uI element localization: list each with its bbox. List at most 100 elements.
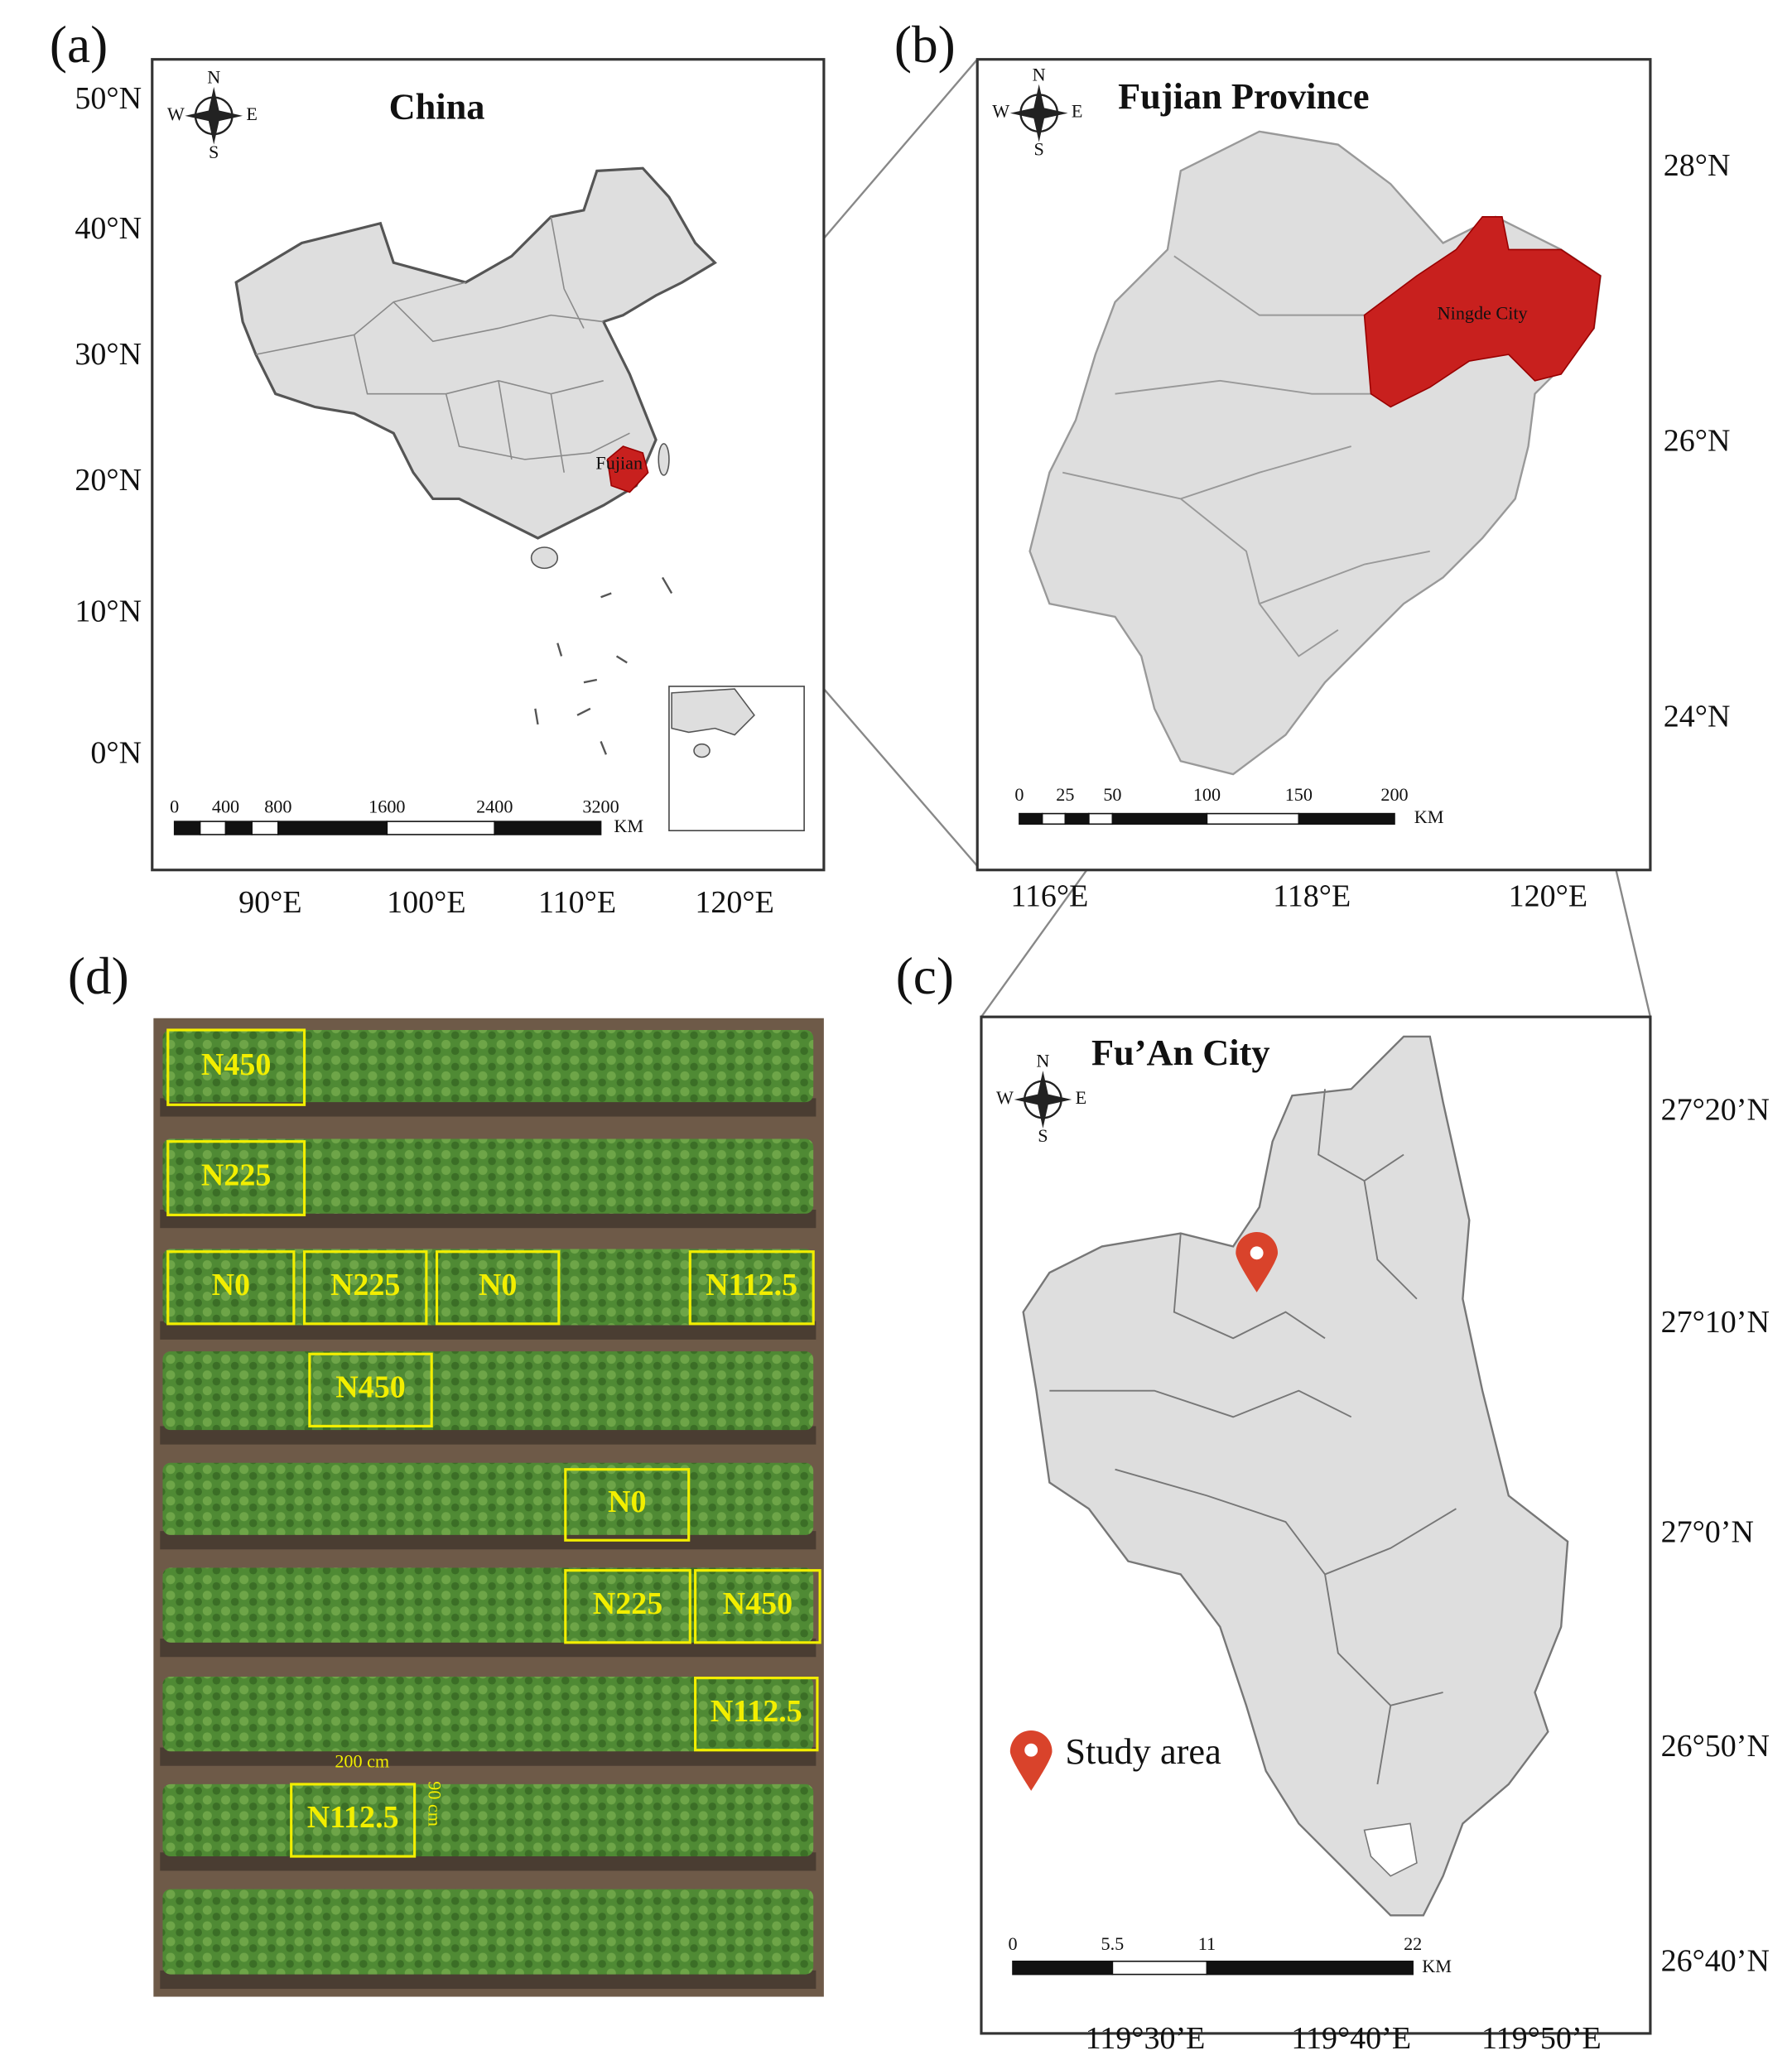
scale-label: 3200	[582, 796, 619, 816]
row-shadow	[160, 1747, 817, 1766]
lat-label: 27°20’N	[1661, 1093, 1770, 1128]
scale-segment	[386, 821, 496, 835]
scale-unit: KM	[1414, 806, 1444, 827]
hainan	[530, 546, 559, 570]
scale-segment	[1012, 1960, 1114, 1976]
lon-label: 110°E	[538, 885, 616, 920]
lat-label: 0°N	[90, 736, 142, 771]
plot-label: N225	[201, 1158, 271, 1193]
tea-row	[162, 1783, 814, 1857]
panel-label: (d)	[68, 947, 129, 1005]
plot-label: N112.5	[711, 1694, 802, 1729]
compass-letter: E	[246, 103, 258, 124]
scale-label: 2400	[476, 796, 513, 816]
tea-row	[162, 1462, 814, 1535]
tea-row	[162, 1030, 814, 1103]
tea-row	[162, 1889, 814, 1975]
prefecture-borders	[1062, 255, 1430, 657]
lon-label: 90°E	[238, 885, 301, 920]
lon-label: 116°E	[1010, 878, 1088, 913]
taiwan	[658, 443, 670, 476]
tea-row	[162, 1138, 814, 1214]
islands	[534, 576, 673, 755]
province-borders	[255, 216, 630, 473]
row-shadow	[160, 1321, 817, 1340]
plot-box	[166, 1028, 306, 1106]
compass-letter: N	[207, 67, 220, 88]
lat-label: 26°50’N	[1661, 1729, 1770, 1764]
inset-island	[693, 743, 711, 758]
scale-label: 100	[1193, 784, 1221, 805]
panel-label: (b)	[894, 16, 956, 74]
compass-letter: W	[992, 101, 1009, 122]
plot-box	[694, 1677, 819, 1752]
scale-segment	[277, 821, 388, 835]
legend-pin	[1009, 1730, 1053, 1791]
lon-label: 118°E	[1273, 878, 1351, 913]
plot-label: N450	[335, 1370, 405, 1405]
lat-label: 26°40’N	[1661, 1944, 1770, 1979]
scale-label: 400	[212, 796, 239, 816]
enclave	[1363, 1822, 1418, 1877]
tea-rows	[160, 1030, 817, 1990]
scale-label: 5.5	[1101, 1933, 1125, 1954]
compass-letter: S	[1038, 1125, 1048, 1146]
scale-segment	[494, 821, 602, 835]
map-title: China	[389, 86, 485, 128]
lat-label: 26°N	[1664, 424, 1731, 459]
map-title: Fujian Province	[1118, 75, 1369, 117]
study-area-pin	[1236, 1231, 1278, 1292]
pin-dot	[1250, 1246, 1264, 1260]
lon-label: 119°40’E	[1291, 2021, 1411, 2056]
legend-label: Study area	[1065, 1730, 1221, 1772]
plot-label: N112.5	[307, 1800, 399, 1835]
plot-box	[166, 1140, 306, 1216]
lat-label: 40°N	[75, 211, 142, 246]
scale-segment	[1088, 812, 1114, 825]
lat-label: 28°N	[1664, 148, 1731, 183]
scale-label: 1600	[369, 796, 405, 816]
plot-label: N0	[608, 1485, 646, 1519]
plot-label: N450	[201, 1047, 271, 1082]
plot-label: N225	[330, 1268, 400, 1302]
island	[661, 576, 673, 594]
scale-label: 11	[1198, 1933, 1216, 1954]
row-shadow	[160, 1531, 817, 1550]
panel-label: (a)	[50, 16, 108, 74]
scale-label: 800	[264, 796, 291, 816]
scale-segment	[199, 821, 227, 835]
plot-box	[290, 1783, 417, 1858]
scale-label: 150	[1285, 784, 1313, 805]
scale-label: 0	[1008, 1933, 1017, 1954]
lat-label: 10°N	[75, 594, 142, 629]
island	[615, 655, 628, 664]
lon-label: 120°E	[1509, 878, 1587, 913]
compass-star	[1014, 1071, 1072, 1129]
plot-label: N112.5	[706, 1268, 797, 1302]
region-label: Fujian	[595, 452, 643, 473]
tea-row	[162, 1567, 814, 1643]
scale-label: 0	[1014, 784, 1024, 805]
labels: (a) (b) (c) (d) China Fujian Province Fu’An Ci…	[50, 16, 1770, 2056]
scale-label: 22	[1404, 1933, 1422, 1954]
scale-segment	[1206, 1960, 1414, 1976]
island	[556, 643, 563, 657]
plot-box	[166, 1250, 296, 1326]
scale-label: 0	[170, 796, 179, 816]
scale-segment	[173, 821, 201, 835]
region-label: Ningde City	[1438, 303, 1528, 324]
compass-letter: S	[1034, 139, 1044, 160]
row-shadow	[160, 1970, 817, 1990]
scale-unit: KM	[1422, 1956, 1452, 1976]
compass-star	[1009, 84, 1068, 142]
island	[600, 741, 607, 755]
compass-star	[185, 86, 243, 145]
plot-label: N0	[212, 1268, 250, 1302]
row-shadow	[160, 1098, 817, 1117]
plot-box	[308, 1352, 433, 1428]
plot-box	[564, 1468, 691, 1542]
plot-box	[694, 1569, 821, 1644]
plot-box	[435, 1250, 561, 1326]
